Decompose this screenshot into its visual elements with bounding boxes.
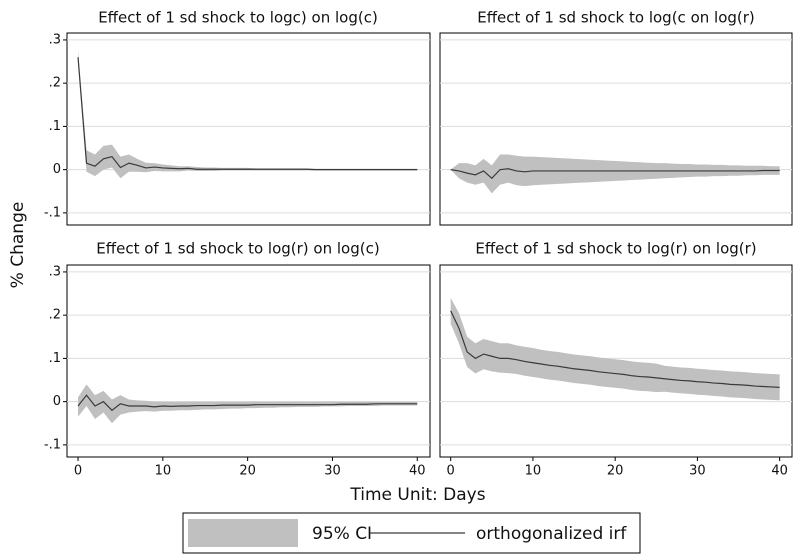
panel-title: Effect of 1 sd shock to log(r) on log(r) xyxy=(475,240,756,258)
y-tick-label: .3 xyxy=(49,32,61,47)
irf-line xyxy=(450,168,780,180)
x-tick-label: 10 xyxy=(525,464,542,479)
x-tick-label: 40 xyxy=(409,464,426,479)
x-tick-label: 0 xyxy=(74,464,82,479)
panel-title: Effect of 1 sd shock to log(c on log(r) xyxy=(477,9,755,27)
x-tick-label: 20 xyxy=(239,464,256,479)
panel-title: Effect of 1 sd shock to logc) on log(c) xyxy=(98,9,378,27)
irf-line xyxy=(450,310,780,388)
y-tick-label: .1 xyxy=(49,119,61,134)
y-axis-label: % Change xyxy=(8,202,28,289)
plot-frame xyxy=(66,32,431,226)
x-tick-label: 40 xyxy=(771,464,788,479)
x-tick-label: 10 xyxy=(155,464,172,479)
ci-band xyxy=(78,384,418,424)
x-tick-label: 20 xyxy=(607,464,624,479)
ci-band xyxy=(78,50,418,179)
x-axis-label: Time Unit: Days xyxy=(349,485,485,505)
y-tick-label: .2 xyxy=(49,308,61,323)
legend-swatch xyxy=(188,519,298,547)
y-tick-label: .2 xyxy=(49,76,61,91)
y-tick-label: .1 xyxy=(49,351,61,366)
plot-frame xyxy=(439,32,793,226)
legend-label: 95% CI xyxy=(312,524,372,544)
y-tick-label: 0 xyxy=(53,162,61,177)
y-tick-label: .3 xyxy=(49,264,61,279)
plot-frame xyxy=(66,264,431,458)
ci-band xyxy=(450,297,780,401)
irf-line xyxy=(77,394,418,412)
irf-line xyxy=(77,57,418,171)
x-tick-label: 30 xyxy=(689,464,706,479)
y-tick-label: 0 xyxy=(53,394,61,409)
ci-band xyxy=(450,154,780,194)
legend-label: orthogonalized irf xyxy=(476,524,627,544)
legend-box xyxy=(182,512,641,554)
y-tick-label: -.1 xyxy=(44,437,61,452)
y-tick-label: -.1 xyxy=(44,205,61,220)
x-tick-label: 30 xyxy=(324,464,341,479)
panel-title: Effect of 1 sd shock to log(r) on log(c) xyxy=(96,240,379,258)
x-tick-label: 0 xyxy=(447,464,455,479)
